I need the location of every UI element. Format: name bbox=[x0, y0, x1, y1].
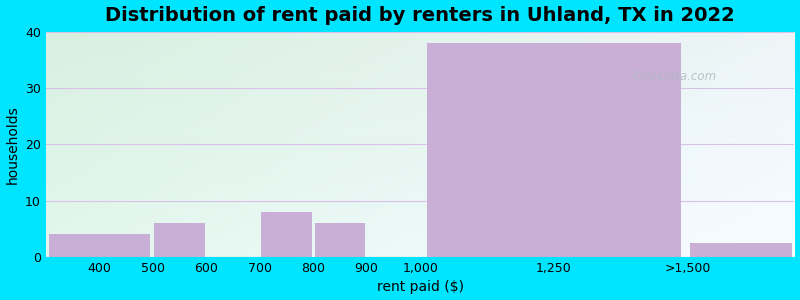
Bar bbox=[49, 235, 150, 257]
Y-axis label: households: households bbox=[6, 105, 19, 184]
Bar bbox=[690, 243, 792, 257]
Text: City-Data.com: City-Data.com bbox=[633, 70, 717, 83]
Bar bbox=[314, 223, 366, 257]
X-axis label: rent paid ($): rent paid ($) bbox=[377, 280, 464, 294]
Bar bbox=[427, 43, 681, 257]
Bar bbox=[154, 223, 205, 257]
Bar bbox=[261, 212, 312, 257]
Title: Distribution of rent paid by renters in Uhland, TX in 2022: Distribution of rent paid by renters in … bbox=[106, 6, 735, 25]
